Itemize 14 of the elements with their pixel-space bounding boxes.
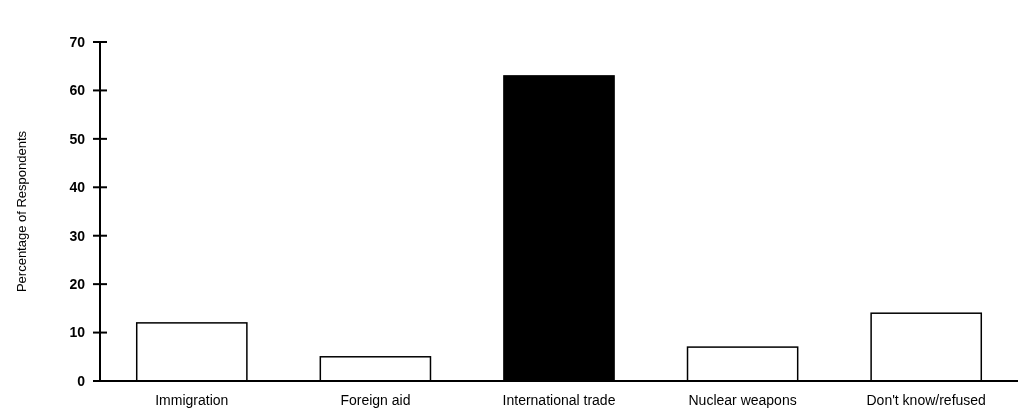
- y-tick-label: 0: [77, 372, 86, 389]
- x-tick-label: Foreign aid: [340, 392, 411, 408]
- y-tick-label: 60: [69, 82, 86, 99]
- y-tick-label: 20: [69, 276, 86, 293]
- x-tick-label: International trade: [502, 392, 616, 408]
- y-tick-label: 70: [69, 33, 86, 50]
- y-tick-label: 10: [69, 324, 86, 341]
- y-tick-label: 40: [69, 179, 86, 196]
- y-tick-label: 50: [69, 130, 86, 147]
- x-tick-label: Immigration: [155, 392, 229, 408]
- y-tick-label: 30: [69, 227, 86, 244]
- x-tick-label: Don't know/refused: [866, 392, 986, 408]
- x-tick-label: Nuclear weapons: [688, 392, 797, 408]
- y-axis-title: Percentage of Respondents: [14, 130, 29, 293]
